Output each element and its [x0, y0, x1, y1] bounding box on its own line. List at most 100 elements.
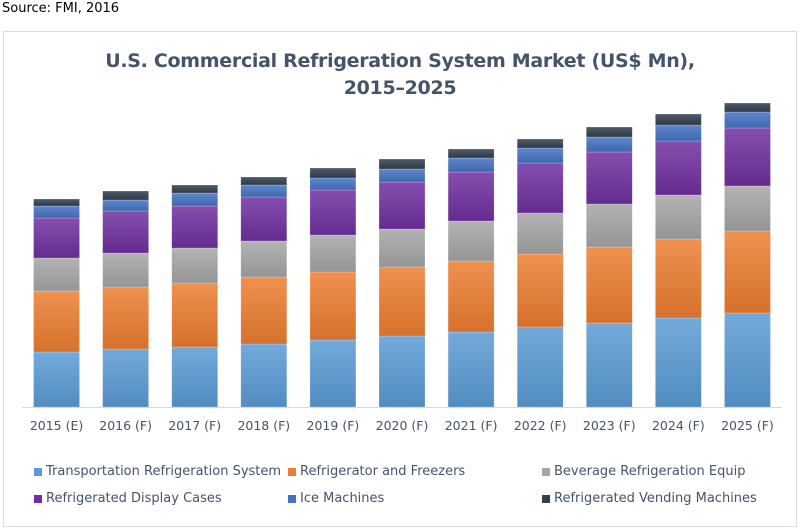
x-tick-label: 2019 (F): [307, 418, 360, 433]
bar-segment-beverage-refrigeration-equip: [171, 247, 219, 284]
bar-stack-2017: [171, 184, 219, 408]
bar-segment-refrigerated-vending-machines: [102, 190, 149, 201]
x-tick-labels: 2015 (E) 2016 (F) 2017 (F) 2018 (F) 2019 (F)…: [30, 418, 774, 433]
bar-segment-refrigerator-and-freezers: [102, 286, 149, 350]
bar-segment-beverage-refrigeration-equip: [309, 234, 357, 273]
bar-segment-refrigerated-vending-machines: [585, 126, 633, 138]
bar-segment-ice-machines: [724, 111, 771, 129]
legend-item: Refrigerated Display Cases: [34, 491, 222, 506]
bar-stack-2018: [240, 176, 288, 408]
legend: Transportation Refrigeration System Refri…: [0, 460, 800, 510]
bar-segment-refrigerator-and-freezers: [724, 230, 771, 314]
bar-segment-ice-machines: [171, 192, 219, 207]
bar-segment-ice-machines: [309, 177, 357, 191]
bar-segment-ice-machines: [240, 184, 288, 198]
bar-segment-refrigerated-vending-machines: [33, 198, 80, 207]
bar-segment-transportation-refrigeration-system: [102, 348, 149, 408]
legend-label: Refrigerator and Freezers: [300, 464, 466, 479]
bar-segment-refrigerated-display-cases: [171, 205, 219, 249]
bar-segment-refrigerated-display-cases: [378, 181, 426, 230]
bar-stack-2015: [33, 198, 80, 408]
legend-swatch: [288, 467, 296, 476]
bar-segment-refrigerator-and-freezers: [585, 246, 633, 324]
bar-segment-ice-machines: [585, 136, 633, 153]
bar-segment-transportation-refrigeration-system: [309, 339, 357, 408]
x-tick-label: 2020 (F): [376, 418, 429, 433]
x-tick-label: 2018 (F): [237, 418, 290, 433]
x-tick-label: 2015 (E): [30, 418, 83, 433]
bar-segment-refrigerator-and-freezers: [240, 276, 288, 345]
bar-stack-2016: [102, 190, 149, 408]
legend-swatch: [542, 494, 550, 503]
bar-stack-2022: [516, 138, 564, 408]
bar-segment-refrigerated-vending-machines: [655, 113, 702, 126]
x-tick-label: 2021 (F): [445, 418, 498, 433]
legend-item: Transportation Refrigeration System: [34, 464, 281, 479]
bar-segment-refrigerator-and-freezers: [33, 290, 80, 353]
source-note: Source: FMI, 2016: [2, 1, 120, 16]
bar-segment-beverage-refrigeration-equip: [33, 257, 80, 292]
x-tick-label: 2024 (F): [652, 418, 705, 433]
bar-segment-refrigerator-and-freezers: [447, 260, 495, 333]
bar-segment-beverage-refrigeration-equip: [447, 220, 495, 262]
bar-segment-transportation-refrigeration-system: [724, 312, 771, 408]
bar-segment-beverage-refrigeration-equip: [585, 203, 633, 248]
legend-swatch: [288, 494, 296, 503]
legend-label: Refrigerated Display Cases: [46, 491, 222, 506]
legend-item: Refrigerator and Freezers: [288, 464, 465, 479]
bar-segment-transportation-refrigeration-system: [585, 322, 633, 408]
bar-stack-2025: [724, 102, 771, 408]
chart-title-line-1: U.S. Commercial Refrigeration System Mar…: [105, 50, 695, 72]
bar-segment-refrigerated-vending-machines: [447, 148, 495, 159]
bar-segment-transportation-refrigeration-system: [171, 346, 219, 408]
bar-segment-refrigerated-vending-machines: [240, 176, 288, 186]
chart-title-line-2: 2015–2025: [343, 77, 457, 99]
bar-segment-refrigerated-display-cases: [516, 162, 564, 214]
x-tick-label: 2022 (F): [514, 418, 567, 433]
legend-swatch: [34, 467, 42, 476]
legend-label: Transportation Refrigeration System: [46, 464, 282, 479]
bar-segment-beverage-refrigeration-equip: [240, 240, 288, 278]
bar-segment-beverage-refrigeration-equip: [516, 212, 564, 255]
bar-segment-beverage-refrigeration-equip: [655, 194, 702, 240]
bar-stack-2024: [655, 113, 702, 408]
bar-segment-refrigerated-vending-machines: [516, 138, 564, 149]
bar-segment-refrigerated-display-cases: [724, 127, 771, 187]
bar-segment-refrigerated-vending-machines: [378, 158, 426, 170]
bar-segment-transportation-refrigeration-system: [33, 351, 80, 408]
x-tick-label: 2016 (F): [99, 418, 152, 433]
bar-segment-transportation-refrigeration-system: [240, 343, 288, 408]
bar-segment-ice-machines: [516, 147, 564, 164]
chart-title: U.S. Commercial Refrigeration System Mar…: [0, 48, 800, 102]
bar-segment-refrigerated-display-cases: [655, 140, 702, 196]
bar-stack-2019: [309, 167, 357, 408]
bar-segment-ice-machines: [378, 168, 426, 183]
bar-segment-refrigerated-display-cases: [585, 151, 633, 205]
bar-segment-refrigerator-and-freezers: [378, 266, 426, 337]
bar-stack-2020: [378, 158, 426, 408]
legend-label: Beverage Refrigeration Equip: [554, 464, 746, 479]
legend-item: Beverage Refrigeration Equip: [542, 464, 745, 479]
bar-segment-transportation-refrigeration-system: [655, 317, 702, 408]
bar-stack-2023: [585, 126, 633, 408]
bar-segment-refrigerated-display-cases: [33, 217, 80, 259]
bar-segment-ice-machines: [33, 205, 80, 219]
bar-segment-refrigerated-vending-machines: [171, 184, 219, 194]
bar-segment-refrigerated-display-cases: [240, 196, 288, 242]
bar-segment-refrigerator-and-freezers: [655, 238, 702, 319]
bar-segment-refrigerated-vending-machines: [309, 167, 357, 179]
bar-segment-ice-machines: [102, 199, 149, 212]
legend-label: Refrigerated Vending Machines: [554, 491, 757, 506]
bar-segment-ice-machines: [447, 157, 495, 173]
bar-segment-refrigerator-and-freezers: [171, 282, 219, 348]
legend-swatch: [34, 494, 42, 503]
bar-segment-refrigerated-display-cases: [447, 171, 495, 222]
x-tick-label: 2025 (F): [721, 418, 774, 433]
bar-segment-refrigerator-and-freezers: [309, 271, 357, 341]
legend-item: Ice Machines: [288, 491, 384, 506]
bar-segment-refrigerator-and-freezers: [516, 253, 564, 328]
bar-stack-2021: [447, 148, 495, 408]
legend-swatch: [542, 467, 550, 476]
bar-segment-transportation-refrigeration-system: [378, 335, 426, 408]
